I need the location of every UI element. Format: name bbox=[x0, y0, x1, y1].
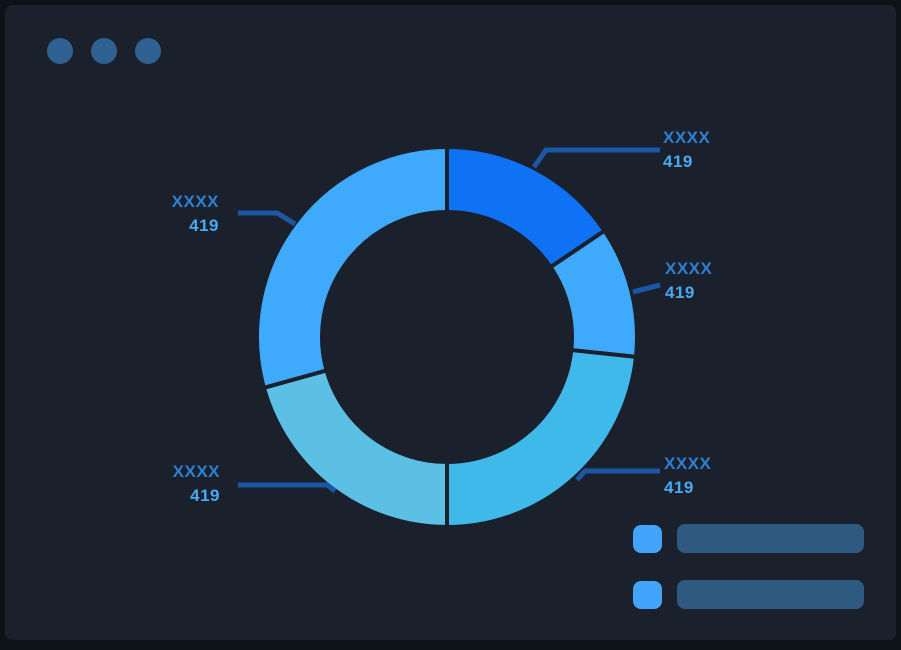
callout-top-right: XXXX 419 bbox=[663, 126, 710, 174]
donut-segment-3[interactable] bbox=[447, 350, 636, 527]
callout-bottom-left: XXXX 419 bbox=[173, 460, 220, 508]
donut-segment-4[interactable] bbox=[264, 370, 447, 527]
legend-bar-1[interactable] bbox=[677, 524, 864, 553]
legend-row-1 bbox=[633, 524, 864, 553]
segment-label: XXXX bbox=[663, 126, 710, 150]
legend bbox=[633, 524, 864, 609]
leader-line-2 bbox=[633, 285, 660, 292]
segment-label: XXXX bbox=[172, 190, 219, 214]
segment-value: 419 bbox=[663, 150, 710, 174]
segment-value: 419 bbox=[664, 476, 711, 500]
legend-swatch-2[interactable] bbox=[633, 581, 662, 609]
donut-segment-5[interactable] bbox=[257, 147, 447, 388]
leader-line-3 bbox=[577, 471, 660, 480]
leader-line-1 bbox=[534, 150, 660, 167]
segment-value: 419 bbox=[173, 484, 220, 508]
callout-top-left: XXXX 419 bbox=[172, 190, 219, 238]
callout-bottom-right: XXXX 419 bbox=[664, 452, 711, 500]
segment-label: XXXX bbox=[665, 257, 712, 281]
segment-label: XXXX bbox=[173, 460, 220, 484]
legend-bar-2[interactable] bbox=[677, 580, 864, 609]
legend-row-2 bbox=[633, 580, 864, 609]
segment-label: XXXX bbox=[664, 452, 711, 476]
leader-line-4 bbox=[238, 485, 335, 491]
leader-line-5 bbox=[238, 213, 295, 224]
legend-swatch-1[interactable] bbox=[633, 525, 662, 553]
callout-right: XXXX 419 bbox=[665, 257, 712, 305]
segment-value: 419 bbox=[172, 214, 219, 238]
segment-value: 419 bbox=[665, 281, 712, 305]
